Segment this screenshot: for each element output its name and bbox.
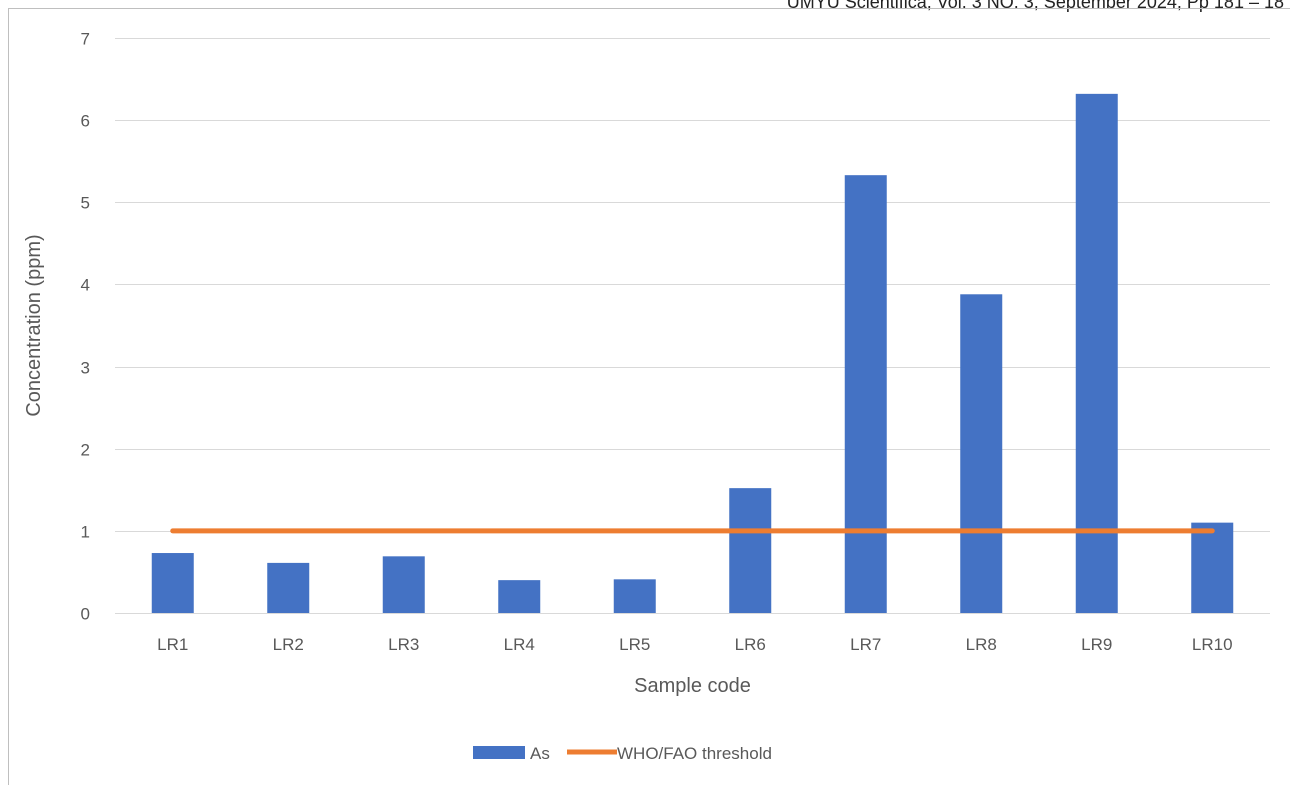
x-tick-labels: LR1 LR2 LR3 LR4 LR5 LR6 LR7 LR8 LR9 LR10 <box>157 635 1232 654</box>
x-tick-label: LR9 <box>1081 635 1112 654</box>
bar-lr5 <box>613 579 656 613</box>
bar-lr3 <box>382 556 425 613</box>
x-tick-label: LR8 <box>966 635 997 654</box>
x-tick-label: LR10 <box>1192 635 1233 654</box>
y-tick-label: 0 <box>81 605 90 624</box>
bar-lr9 <box>1075 93 1118 614</box>
bar-series <box>151 93 1234 614</box>
x-tick-label: LR7 <box>850 635 881 654</box>
bar-lr6 <box>729 488 772 613</box>
x-tick-label: LR1 <box>157 635 188 654</box>
x-tick-label: LR4 <box>504 635 535 654</box>
bar-lr4 <box>498 580 541 613</box>
legend-label-as: As <box>530 744 550 763</box>
x-tick-label: LR6 <box>735 635 766 654</box>
y-tick-label: 6 <box>81 112 90 131</box>
y-tick-label: 3 <box>81 359 90 378</box>
x-tick-label: LR3 <box>388 635 419 654</box>
legend-label-threshold: WHO/FAO threshold <box>617 744 772 763</box>
x-tick-label: LR5 <box>619 635 650 654</box>
y-tick-label: 7 <box>81 30 90 49</box>
y-axis-title: Concentration (ppm) <box>23 234 45 416</box>
y-tick-labels: 0 1 2 3 4 5 6 7 <box>81 30 90 624</box>
x-axis-title: Sample code <box>634 675 751 697</box>
bar-lr2 <box>267 562 310 613</box>
y-tick-label: 1 <box>81 523 90 542</box>
legend-swatch-as <box>473 746 525 759</box>
y-tick-label: 4 <box>81 276 90 295</box>
y-tick-label: 5 <box>81 194 90 213</box>
legend: As WHO/FAO threshold <box>473 744 772 763</box>
bar-lr7 <box>844 175 887 613</box>
y-tick-label: 2 <box>81 441 90 460</box>
x-tick-label: LR2 <box>273 635 304 654</box>
bar-lr10 <box>1191 522 1234 613</box>
bar-lr8 <box>960 294 1003 613</box>
bar-lr1 <box>151 553 194 613</box>
